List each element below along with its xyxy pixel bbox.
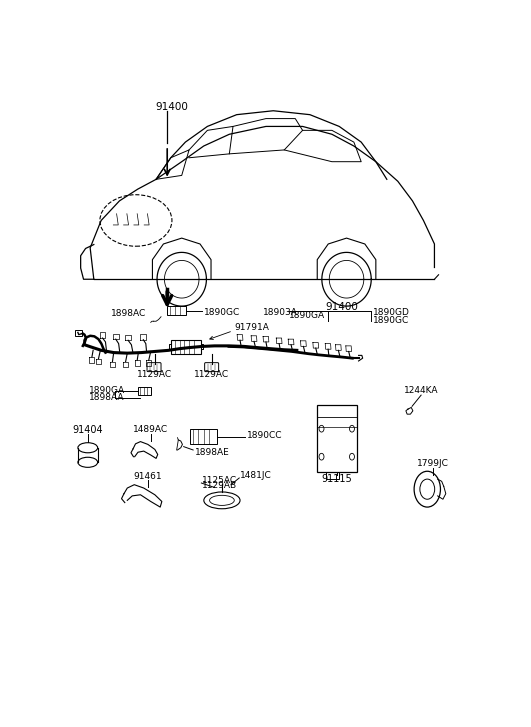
FancyBboxPatch shape — [316, 405, 357, 473]
Text: 1799JC: 1799JC — [417, 459, 449, 468]
Text: 1890GA: 1890GA — [289, 310, 325, 320]
Text: 1898AE: 1898AE — [195, 448, 229, 457]
Text: 1489AC: 1489AC — [133, 425, 168, 434]
Ellipse shape — [204, 492, 240, 509]
Text: 1898AC: 1898AC — [112, 309, 147, 318]
Circle shape — [319, 425, 324, 432]
Circle shape — [420, 479, 435, 499]
FancyBboxPatch shape — [167, 306, 186, 315]
FancyBboxPatch shape — [204, 363, 219, 371]
Circle shape — [414, 471, 440, 507]
Text: 1890CC: 1890CC — [246, 431, 282, 440]
Text: 91400: 91400 — [326, 302, 358, 312]
Text: 91791A: 91791A — [234, 324, 269, 332]
Text: 1244KA: 1244KA — [404, 386, 439, 395]
Text: 1890GA: 1890GA — [89, 386, 125, 395]
Text: 1481JC: 1481JC — [240, 471, 272, 481]
Text: 18903A: 18903A — [263, 308, 298, 317]
Text: 1890GC: 1890GC — [204, 308, 241, 317]
Text: 1129AC: 1129AC — [136, 371, 172, 379]
Text: 1890GD: 1890GD — [373, 308, 410, 317]
Text: 91400: 91400 — [155, 102, 188, 112]
FancyBboxPatch shape — [139, 387, 151, 395]
FancyBboxPatch shape — [172, 340, 201, 354]
Ellipse shape — [78, 457, 98, 467]
FancyBboxPatch shape — [74, 329, 82, 337]
Text: 1129AC: 1129AC — [194, 371, 229, 379]
Circle shape — [349, 425, 355, 432]
Text: 1125AC: 1125AC — [202, 475, 237, 485]
Ellipse shape — [78, 443, 98, 453]
Text: 91461: 91461 — [133, 472, 162, 481]
Text: 91115: 91115 — [321, 474, 352, 484]
Circle shape — [319, 454, 324, 460]
Text: 91404: 91404 — [72, 425, 103, 435]
FancyBboxPatch shape — [190, 429, 217, 444]
Text: 1890GC: 1890GC — [373, 316, 409, 325]
FancyBboxPatch shape — [147, 363, 161, 371]
Text: 1898AA: 1898AA — [89, 393, 124, 403]
Circle shape — [349, 454, 355, 460]
Ellipse shape — [210, 495, 234, 505]
Text: 1129AB: 1129AB — [202, 481, 237, 490]
